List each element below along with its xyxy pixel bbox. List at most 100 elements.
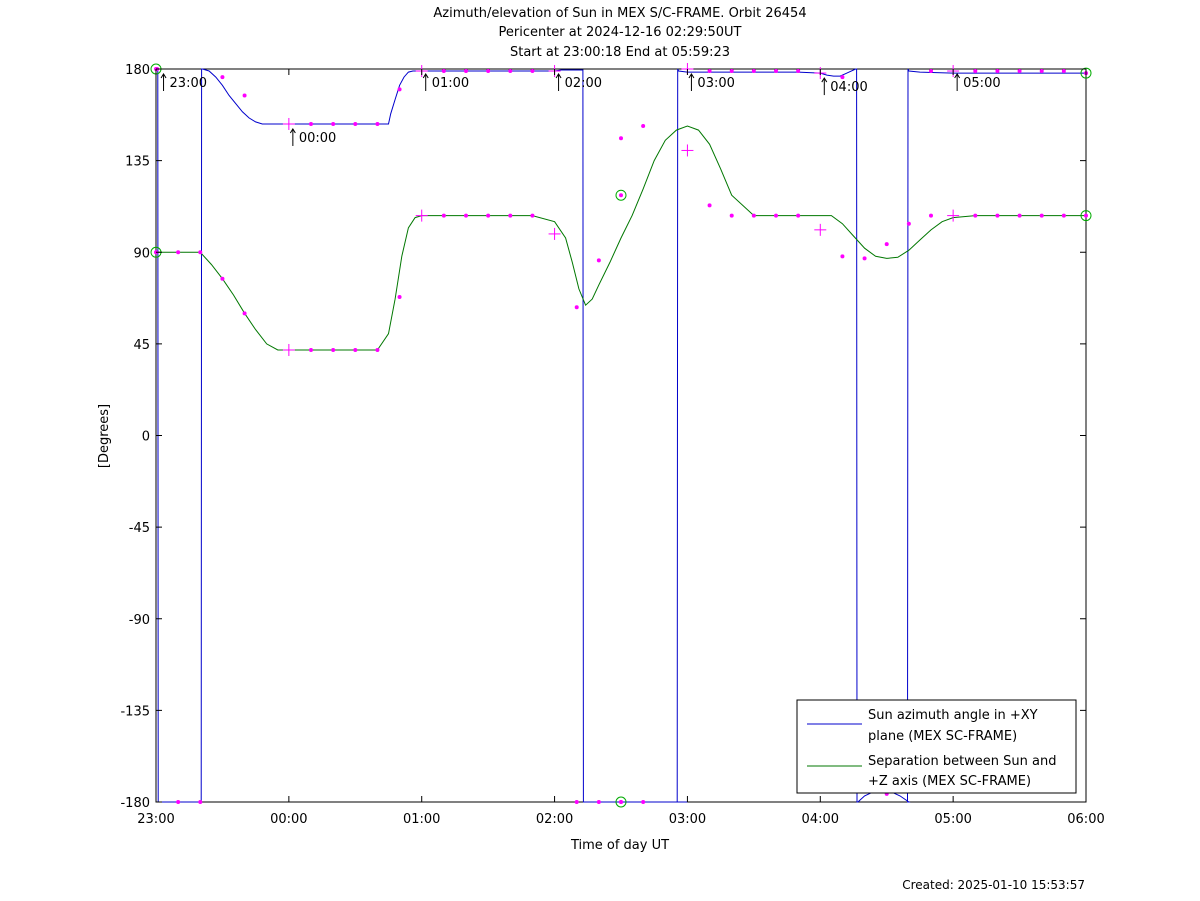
marker-dot-54 [929, 69, 933, 74]
annotation-layer: 23:00 00:00 01:00 02:00 03:00 04:00 05:00 [160, 73, 1001, 146]
plot-frame [155, 68, 1087, 803]
marker-dot-15 [375, 121, 380, 126]
marker-dot-32 [596, 800, 601, 804]
marker-dot-50 [862, 256, 867, 261]
marker-dot-4 [198, 800, 203, 804]
marker-circle-2 [1080, 67, 1092, 79]
marker-cross-9 [814, 223, 827, 236]
marker-dot-21 [464, 69, 468, 74]
marker-circle-center-4 [619, 193, 623, 198]
marker-dot-25 [508, 69, 513, 74]
marker-dot-57 [973, 213, 978, 218]
marker-dot-20 [441, 213, 446, 218]
marker-dot-56 [973, 69, 978, 74]
annotation-arrowhead-5 [821, 77, 828, 83]
marker-dot-61 [1017, 213, 1022, 218]
annotation-label-2: 01:00 [432, 76, 469, 91]
y-tick-label-1: 135 [125, 155, 150, 170]
marker-dot-62 [1039, 69, 1044, 74]
series-line-sun-separation [156, 125, 1086, 351]
annotation-label-5: 04:00 [830, 80, 867, 95]
marker-dot-26 [508, 213, 513, 218]
legend-label-azimuth-line1: Sun azimuth angle in +XY [868, 708, 1038, 723]
x-tick-label-5: 04:00 [802, 812, 839, 827]
y-tick-label-6: -90 [129, 613, 150, 628]
marker-dot-59 [995, 213, 1000, 218]
marker-cross-1 [282, 343, 295, 356]
marker-dot-31 [596, 258, 601, 263]
marker-dot-10 [309, 347, 313, 352]
marker-dot-52 [884, 242, 889, 247]
annotation-arrowhead-6 [954, 73, 961, 79]
marker-dot-12 [331, 347, 336, 352]
x-tick-label-4: 03:00 [669, 812, 706, 827]
marker-dot-17 [397, 87, 402, 92]
x-tick-label-1: 00:00 [270, 812, 307, 827]
marker-dot-40 [729, 213, 734, 218]
marker-circle-4 [615, 189, 627, 201]
chart-subtitle-pericenter: Pericenter at 2024-12-16 02:29:50UT [498, 25, 741, 40]
created-timestamp: Created: 2025-01-10 15:53:57 [902, 878, 1085, 892]
marker-circle-center-5 [619, 800, 623, 804]
marker-dot-45 [796, 69, 801, 74]
y-tick-label-8: -180 [120, 796, 150, 811]
x-tick-label-7: 06:00 [1067, 812, 1104, 827]
marker-dot-35 [641, 124, 646, 129]
marker-circle-center-3 [1084, 213, 1088, 218]
x-axis-label: Time of day UT [570, 838, 669, 853]
marker-dot-46 [796, 213, 801, 218]
annotation-label-6: 05:00 [963, 76, 1000, 91]
x-axis: 23:00 00:00 01:00 02:00 03:00 04:00 05:00 06:00 [137, 69, 1105, 827]
y-axis-label: [Degrees] [97, 404, 112, 468]
marker-circle-5 [615, 796, 627, 808]
marker-cross-7 [681, 144, 694, 157]
marker-dot-3 [198, 250, 203, 255]
marker-dot-13 [353, 121, 358, 126]
legend-box [796, 699, 1077, 794]
marker-dot-16 [375, 347, 380, 352]
legend-label-separation-line1: Separation between Sun and [868, 754, 1056, 769]
y-tick-label-3: 45 [133, 338, 150, 353]
marker-dot-37 [707, 69, 712, 74]
marker-dot-53 [906, 221, 911, 226]
marker-dot-7 [242, 93, 247, 98]
legend-label-azimuth-line2: plane (MEX SC-FRAME) [868, 729, 1017, 744]
marker-dot-24 [486, 213, 491, 218]
marker-dot-39 [729, 69, 734, 74]
marker-dot-48 [840, 254, 845, 259]
y-tick-label-0: 180 [125, 63, 150, 78]
annotation-label-1: 00:00 [299, 131, 336, 146]
marker-dot-64 [1061, 69, 1066, 74]
x-tick-label-2: 01:00 [403, 812, 440, 827]
legend: Sun azimuth angle in +XY plane (MEX SC-F… [796, 699, 1077, 794]
marker-dot-60 [1017, 69, 1022, 74]
marker-dot-42 [751, 213, 756, 218]
marker-dot-65 [1061, 213, 1066, 218]
marker-circle-3 [1080, 210, 1092, 222]
annotation-arrowhead-4 [688, 73, 695, 79]
annotation-label-3: 02:00 [565, 76, 602, 91]
marker-dot-55 [929, 213, 933, 218]
chart-title: Azimuth/elevation of Sun in MEX S/C-FRAM… [433, 6, 806, 21]
marker-dot-11 [331, 121, 336, 126]
y-tick-label-5: -45 [129, 521, 150, 536]
marker-cross-5 [548, 227, 561, 240]
marker-dot-58 [995, 69, 1000, 74]
marker-dot-23 [486, 69, 491, 74]
annotation-arrowhead-1 [289, 128, 296, 134]
marker-dot-29 [574, 305, 579, 310]
y-tick-label-7: -135 [120, 704, 150, 719]
marker-dot-8 [242, 311, 247, 316]
x-tick-label-6: 05:00 [934, 812, 971, 827]
x-tick-label-3: 02:00 [536, 812, 573, 827]
marker-dot-38 [707, 203, 712, 208]
marker-dot-43 [774, 69, 778, 74]
marker-dot-1 [176, 250, 181, 255]
annotation-arrowhead-2 [422, 73, 429, 79]
marker-dot-22 [464, 213, 468, 218]
marker-dot-19 [441, 69, 446, 74]
annotation-arrowhead-3 [555, 73, 562, 79]
marker-dot-36 [641, 800, 646, 804]
marker-dot-18 [397, 295, 402, 300]
